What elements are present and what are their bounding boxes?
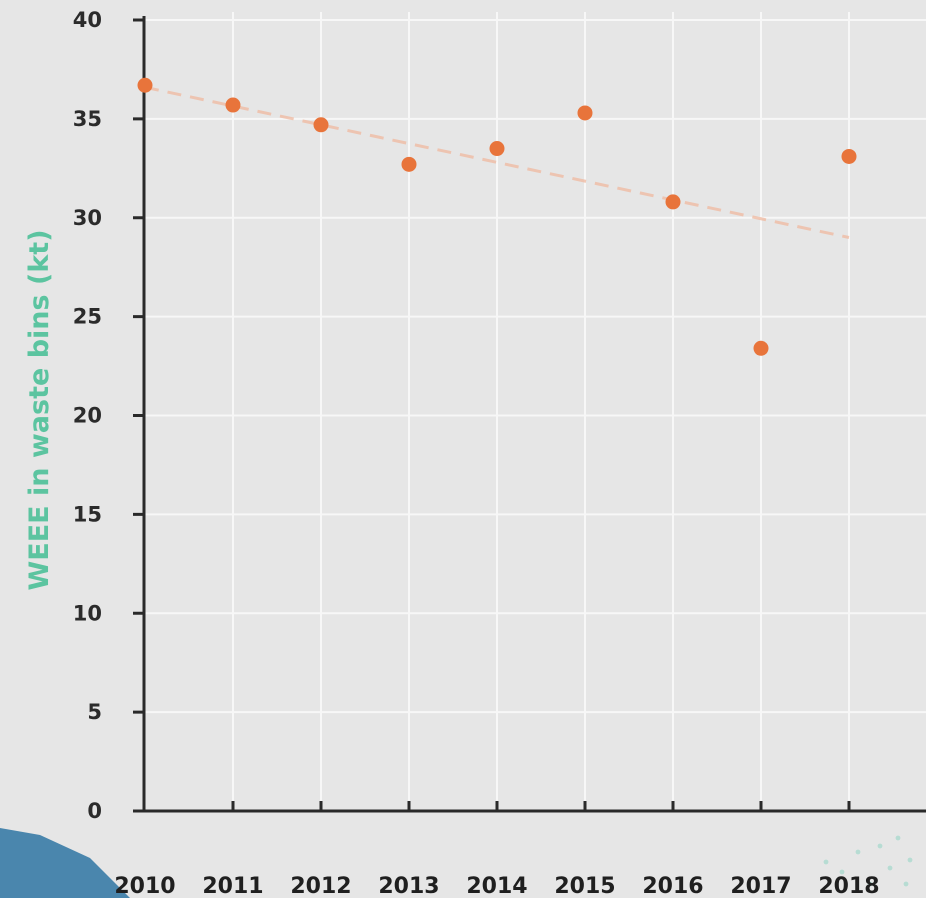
x-tick-label: 2016 <box>642 874 703 898</box>
x-tick-label: 2018 <box>818 874 879 898</box>
decor-dot <box>867 881 873 887</box>
x-tick-label: 2017 <box>730 874 791 898</box>
x-tick-label: 2015 <box>554 874 615 898</box>
decor-dot <box>903 881 909 887</box>
x-tick-label: 2010 <box>114 874 175 898</box>
data-point <box>137 77 153 93</box>
x-axis-ticks: 2010 2011 2012 2013 2014 2015 2016 2017 2018 <box>114 801 880 898</box>
axes <box>142 16 926 813</box>
y-tick-label: 5 <box>87 700 102 724</box>
decorative-blue-shape <box>0 828 130 898</box>
trend-line <box>144 85 850 239</box>
x-tick-label: 2012 <box>290 874 351 898</box>
x-tick-label: 2013 <box>378 874 439 898</box>
y-tick-label: 25 <box>73 305 102 329</box>
decor-dot <box>895 835 901 841</box>
y-tick-label: 0 <box>87 799 102 823</box>
gridlines <box>144 12 926 811</box>
data-point <box>489 141 505 157</box>
decor-dot <box>907 857 913 863</box>
data-point <box>577 105 593 121</box>
y-axis-label: WEEE in waste bins (kt) <box>24 229 55 590</box>
x-tick-label: 2011 <box>202 874 263 898</box>
decorative-dots <box>823 835 913 887</box>
decor-dot <box>839 869 845 875</box>
y-tick-label: 30 <box>73 206 102 230</box>
data-point <box>665 194 681 210</box>
y-axis-ticks: 0 5 10 15 20 25 30 35 40 <box>73 8 144 823</box>
x-tick-label: 2014 <box>466 874 527 898</box>
y-tick-label: 20 <box>73 404 102 428</box>
trend-line-path <box>144 85 850 239</box>
y-tick-label: 10 <box>73 601 102 625</box>
decor-dot <box>877 843 883 849</box>
decor-dot <box>823 859 829 865</box>
y-tick-label: 15 <box>73 502 102 526</box>
data-point <box>401 156 417 172</box>
decor-dot <box>887 865 893 871</box>
data-point <box>753 340 769 356</box>
y-tick-label: 35 <box>73 107 102 131</box>
decor-dot <box>855 849 861 855</box>
data-point <box>841 148 857 164</box>
data-points <box>137 77 857 356</box>
y-tick-label: 40 <box>73 8 102 32</box>
data-point <box>313 117 329 133</box>
data-point <box>225 97 241 113</box>
